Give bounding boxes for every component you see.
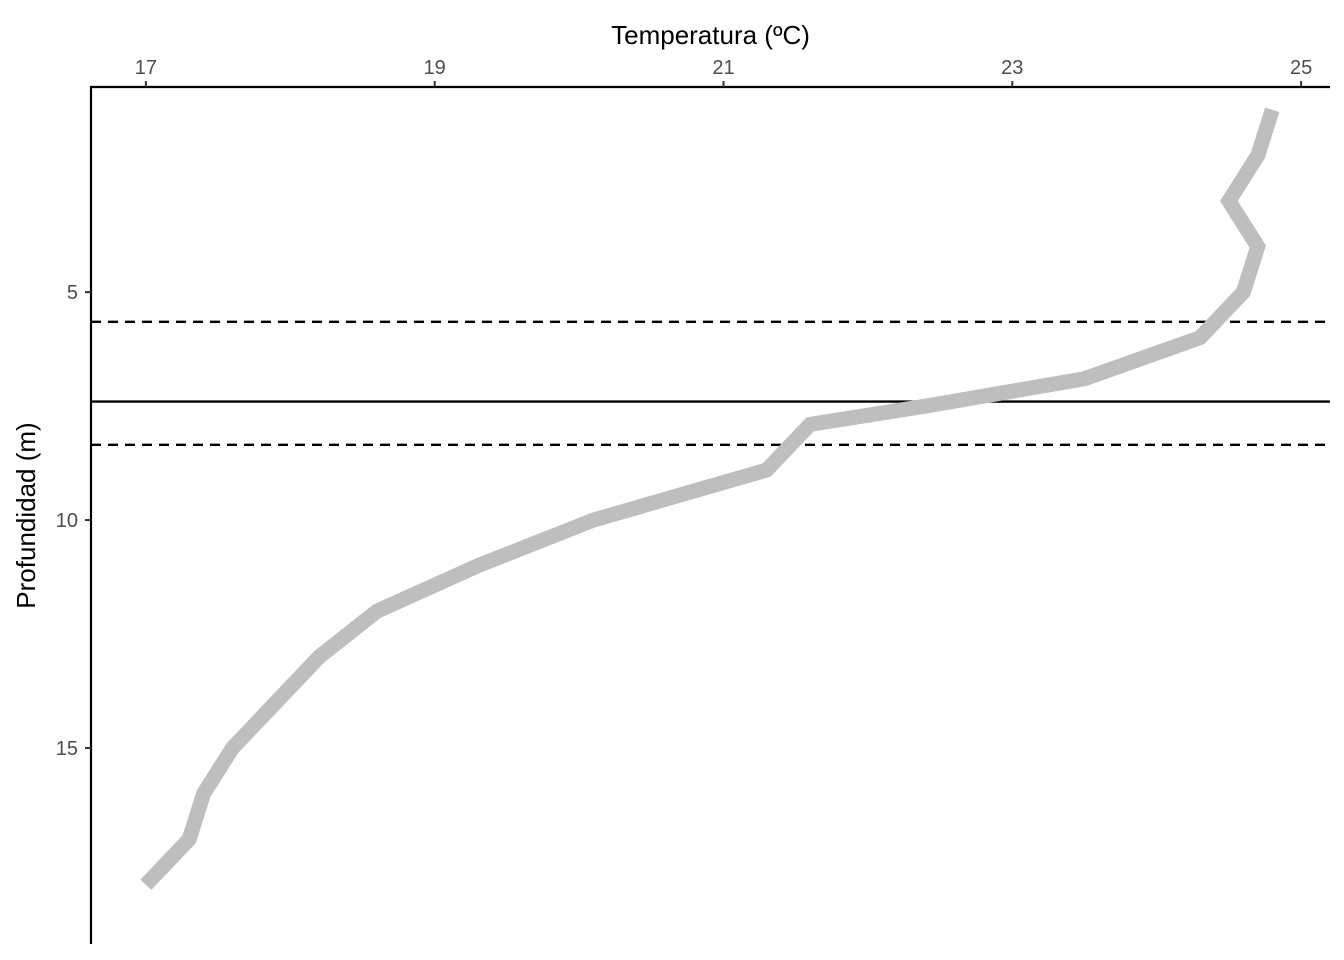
axes: [89, 85, 1330, 944]
ticks: 17 19 21 23 25 5 10 15: [56, 57, 1312, 760]
x-tick-label-21: 21: [712, 57, 734, 79]
x-axis-title: Temperatura (ºC): [611, 20, 810, 50]
x-tick-label-23: 23: [1001, 57, 1023, 79]
y-tick-label-15: 15: [56, 738, 78, 760]
y-tick-label-5: 5: [67, 282, 78, 304]
y-tick-label-10: 10: [56, 510, 78, 532]
x-tick-label-17: 17: [135, 57, 157, 79]
temperature-profile-line-0: [140, 107, 1280, 890]
reference-lines: [91, 320, 1330, 447]
x-tick-label-19: 19: [424, 57, 446, 79]
x-tick-label-25: 25: [1290, 57, 1312, 79]
y-axis-title: Profundidad (m): [11, 422, 41, 608]
series-layer: [140, 107, 1280, 890]
